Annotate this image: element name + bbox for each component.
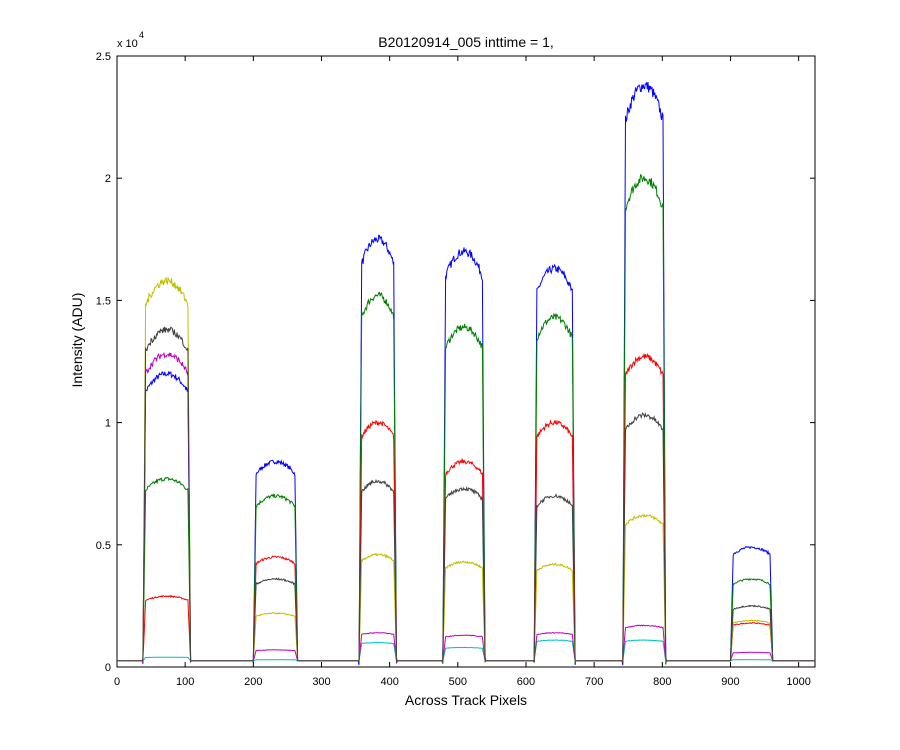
x-tick-label: 500 [449,676,467,688]
y-exponent-power: 4 [139,30,144,40]
y-exponent-label: x 10 [117,38,138,50]
y-tick-label: 2 [105,173,111,185]
x-tick-label: 600 [517,676,535,688]
y-tick-label: 0 [105,662,111,674]
y-tick-label: 0.5 [96,540,111,552]
x-tick-label: 200 [244,676,262,688]
y-axis-label: Intensity (ADU) [69,293,85,388]
series-line-7 [117,326,815,664]
x-tick-label: 100 [176,676,194,688]
x-tick-label: 0 [114,676,120,688]
x-tick-label: 400 [380,676,398,688]
plot-area [116,55,816,668]
y-tick-label: 1.5 [96,295,111,307]
axes-layer: 0 100 200 300 400 500 600 700 800 900 1000 0 0.5 1 1.5… [96,51,815,688]
y-tick-label: 2.5 [96,51,111,63]
x-tick-label: 900 [721,676,739,688]
x-tick-label: 700 [585,676,603,688]
y-tick-label: 1 [105,418,111,430]
x-axis-label: Across Track Pixels [405,692,527,708]
x-tick-label: 300 [312,676,330,688]
chart-title: B20120914_005 inttime = 1, [378,34,554,50]
x-tick-label: 800 [653,676,671,688]
x-tick-label: 1000 [786,676,810,688]
series-layer [117,81,815,666]
